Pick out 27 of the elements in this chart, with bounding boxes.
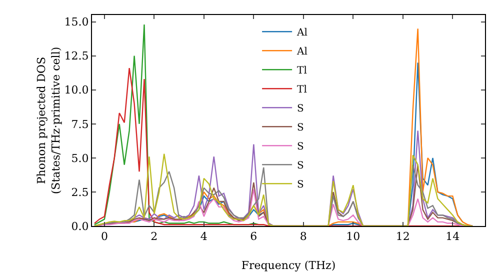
legend-label: S [297,122,304,134]
legend-label: S [297,104,304,115]
x-tick-label: 6 [250,230,258,244]
x-axis-title: Frequency (THz) [241,259,336,272]
y-axis-title: Phonon projected DOS (States/THz·primitive cell) [35,46,62,194]
y-tick-label: 12.5 [64,50,89,63]
legend-label: S [297,180,304,191]
x-tick-label: 14 [446,230,460,244]
y-tick-label: 5.0 [71,152,89,165]
x-tick-label: 12 [396,230,410,244]
x-tick-label: 8 [300,230,307,244]
legend-label: Tl [297,66,307,77]
y-tick-label: 7.5 [71,118,89,131]
x-tick-label: 4 [200,230,208,244]
x-tick-label: 10 [346,230,360,244]
legend-label: Al [296,28,308,39]
x-tick-label: 0 [100,230,108,244]
y-tick-label: 2.5 [71,186,89,199]
y-tick-label: 0.0 [71,220,89,233]
line-series [94,153,474,226]
x-tick-label: 2 [150,230,158,244]
legend-label: S [297,160,304,172]
y-tick-label: 10.0 [64,84,89,97]
y-tick-label: 15.0 [64,16,89,29]
legend-label: Al [296,46,308,58]
legend-label: Tl [297,84,307,96]
legend-label: S [297,142,304,153]
